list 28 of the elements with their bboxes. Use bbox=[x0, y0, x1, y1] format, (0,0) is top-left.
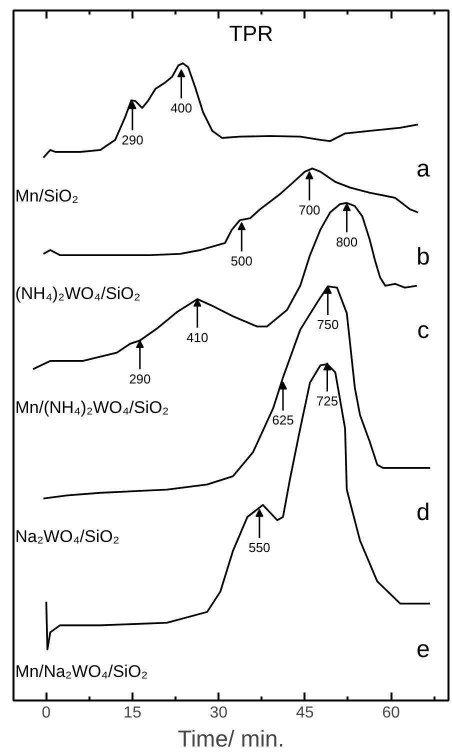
series-label: (NH₄)₂WO₄/SiO₂ bbox=[15, 284, 141, 303]
text: Na₂WO₄/SiO₂ bbox=[15, 527, 120, 546]
annotation: b bbox=[416, 244, 430, 271]
annotation: 700 bbox=[298, 202, 320, 218]
series-label: Mn/(NH₄)₂WO₄/SiO₂ bbox=[15, 398, 169, 417]
x-tick-label: 60 bbox=[382, 704, 400, 722]
annotation: d bbox=[416, 499, 430, 526]
text: Mn/Na₂WO₄/SiO₂ bbox=[15, 662, 148, 681]
chart-title: TPR bbox=[229, 20, 274, 46]
annotation: 290 bbox=[129, 371, 151, 386]
annotation: 725 bbox=[316, 394, 338, 409]
annotation: 550 bbox=[248, 540, 270, 556]
x-tick-label: 15 bbox=[124, 704, 142, 722]
x-tick-label: 30 bbox=[210, 704, 228, 722]
annotation: c bbox=[417, 316, 430, 344]
annotation: 625 bbox=[272, 412, 294, 428]
x-tick-label: 0 bbox=[42, 704, 51, 722]
annotation: 750 bbox=[316, 317, 339, 332]
annotation: 410 bbox=[186, 330, 208, 345]
annotation: 290 bbox=[122, 132, 144, 148]
annotation: 800 bbox=[336, 234, 358, 250]
x-tick-label: 45 bbox=[296, 704, 314, 722]
text: Mn/SiO₂ bbox=[15, 186, 79, 206]
annotation: 400 bbox=[170, 100, 192, 116]
annotation: e bbox=[416, 636, 430, 663]
x-axis-title: Time/ min. bbox=[178, 726, 284, 752]
annotation: a bbox=[416, 156, 431, 183]
annotation: 500 bbox=[230, 253, 252, 268]
